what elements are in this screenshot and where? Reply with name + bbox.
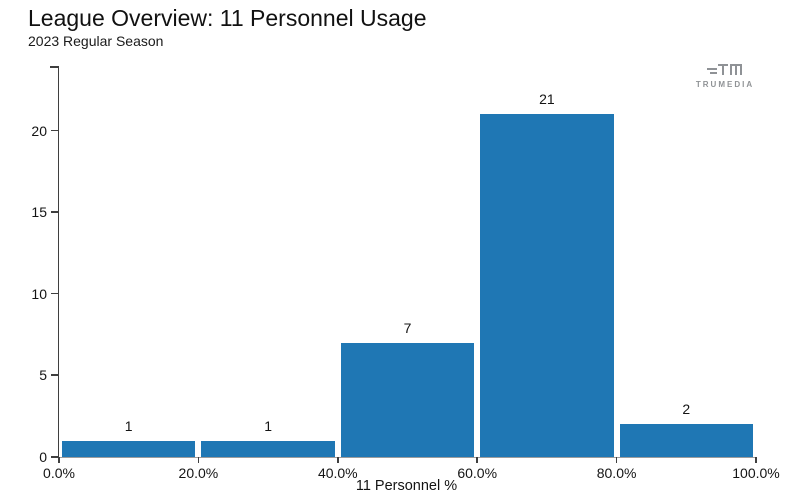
- y-axis-end-tick: [50, 66, 59, 68]
- plot-area: 1 1 7 21 2 0 5 10 15 20 0.0% 20.0% 40.0% 60.0% 80.0% 10…: [31, 66, 780, 481]
- bar-value-label: 7: [403, 319, 412, 336]
- bar-value-label: 2: [682, 401, 691, 418]
- x-axis-tick-label: 20.0%: [178, 465, 219, 481]
- x-axis-tick-label: 0.0%: [43, 465, 75, 481]
- histogram-bar: [340, 342, 475, 457]
- page-subtitle: 2023 Regular Season: [28, 33, 164, 49]
- y-axis-tick-label: 15: [31, 204, 47, 221]
- x-axis-tick: [337, 457, 339, 463]
- x-axis-tick: [58, 457, 60, 463]
- x-axis-tick-label: 80.0%: [596, 465, 637, 481]
- x-axis-tick: [197, 457, 200, 463]
- y-axis-tick: [51, 374, 59, 376]
- x-axis-tick-label: 60.0%: [457, 465, 498, 481]
- bar-value-label: 1: [264, 417, 272, 434]
- x-axis-tick: [476, 457, 478, 463]
- y-axis-tick-label: 20: [31, 122, 47, 139]
- trumedia-logo-text: TRUMEDIA: [695, 80, 755, 89]
- x-axis-title: 11 Personnel %: [355, 478, 458, 494]
- trumedia-logo: TRUMEDIA: [688, 60, 762, 89]
- histogram-bar: [201, 440, 335, 457]
- y-axis-tick-label: 5: [39, 367, 47, 384]
- y-axis-tick-label: 10: [31, 285, 47, 302]
- x-axis-tick-label: 100.0%: [732, 465, 780, 481]
- histogram-bar: [619, 424, 753, 457]
- y-axis-tick: [51, 129, 59, 132]
- page-title: League Overview: 11 Personnel Usage: [28, 5, 427, 31]
- y-axis-tick: [51, 456, 59, 458]
- x-axis-tick-label: 40.0%: [317, 465, 358, 481]
- y-axis-tick: [51, 211, 59, 213]
- bar-value-label: 21: [539, 91, 555, 108]
- x-axis-tick: [615, 457, 618, 463]
- trumedia-logo-icon: [707, 64, 742, 75]
- y-axis-tick: [51, 292, 59, 295]
- y-axis-tick-label: 0: [39, 449, 47, 465]
- x-axis-tick: [755, 457, 757, 463]
- bar-value-label: 1: [124, 417, 133, 434]
- histogram-bar: [62, 440, 196, 457]
- histogram-bar: [480, 114, 614, 457]
